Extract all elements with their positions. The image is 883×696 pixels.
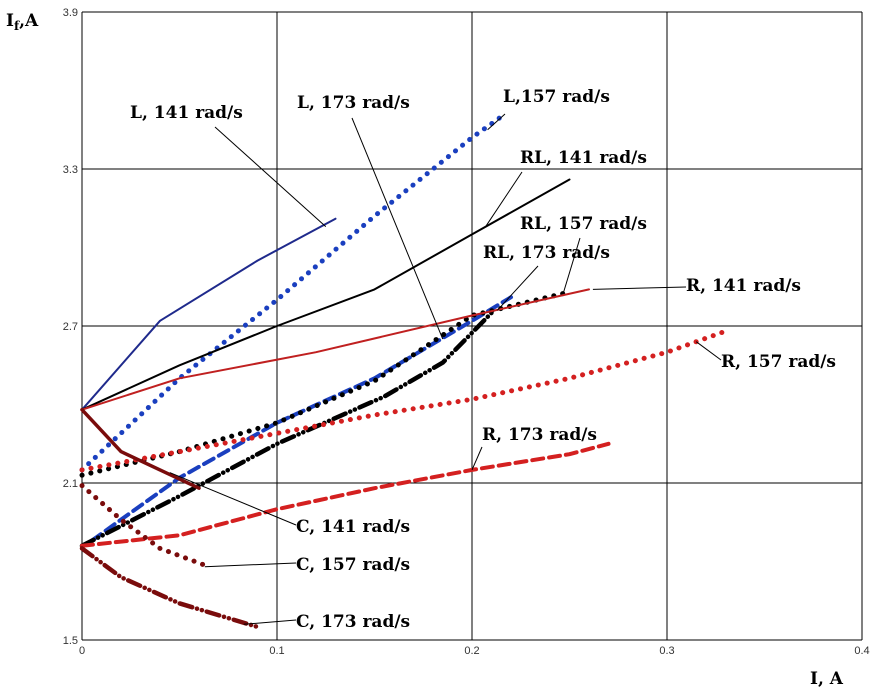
grid [81, 11, 863, 641]
series-line-3 [81, 178, 571, 411]
x-axis-title: I, A [810, 669, 844, 689]
leader-line [204, 562, 297, 568]
series-line-9 [80, 407, 201, 490]
series-annotation-label: C, 173 rad/s [296, 612, 410, 632]
leader-line [487, 113, 506, 131]
leader-line [695, 341, 722, 361]
series-line-10 [79, 483, 212, 570]
series-annotation-label: C, 157 rad/s [296, 555, 410, 575]
leader-line [169, 472, 297, 526]
series-annotation-label: R, 173 rad/s [482, 425, 597, 445]
series-annotation-label: R, 157 rad/s [721, 352, 836, 372]
leader-line [485, 171, 523, 227]
series-annotation-label: C, 141 rad/s [296, 517, 410, 537]
leader-line [351, 117, 444, 340]
series-annotation-label: L,157 rad/s [503, 87, 610, 107]
y-axis-title-main: I [6, 11, 14, 31]
x-tick-label: 0 [79, 645, 85, 657]
x-tick-label: 0.1 [269, 645, 284, 657]
leader-line [243, 619, 297, 625]
leader-line [592, 286, 687, 290]
series-line-5 [79, 310, 494, 549]
y-axis-title: If,A [6, 11, 39, 33]
y-tick-label: 3.3 [63, 164, 78, 176]
y-tick-label: 1.5 [63, 635, 78, 647]
series-annotation-label: RL, 157 rad/s [520, 214, 647, 234]
tick-labels: 0 0.1 0.2 0.3 0.4 1.5 2.1 2.7 3.3 3.9 [63, 7, 870, 657]
leader-line [471, 446, 483, 471]
y-axis-title-rest: ,A [19, 11, 39, 31]
series-annotation-label: RL, 173 rad/s [483, 243, 610, 263]
series-line-8 [80, 441, 611, 548]
y-axis-title-sub: f [14, 19, 20, 33]
x-tick-label: 0.3 [659, 645, 674, 657]
series-layer [79, 114, 728, 630]
leader-lines [169, 113, 722, 625]
series-annotation-label: R, 141 rad/s [686, 276, 801, 296]
leader-line [214, 126, 327, 227]
series-line-4 [79, 289, 572, 478]
x-tick-label: 0.2 [464, 645, 479, 657]
y-tick-label: 2.7 [63, 321, 78, 333]
y-tick-label: 3.9 [63, 7, 78, 19]
leader-line [563, 237, 581, 293]
series-line-11 [79, 546, 260, 630]
series-annotation-label: RL, 141 rad/s [520, 148, 647, 168]
annotation-labels: L, 141 rad/s L,157 rad/s L, 173 rad/s RL, 1… [130, 87, 836, 632]
series-annotation-label: L, 173 rad/s [297, 93, 410, 113]
series-line-0 [81, 217, 337, 411]
y-tick-label: 2.1 [63, 478, 78, 490]
series-line-1 [79, 114, 504, 473]
series-line-6 [81, 288, 590, 411]
x-tick-label: 0.4 [854, 645, 869, 657]
leader-line [496, 265, 539, 311]
series-annotation-label: L, 141 rad/s [130, 103, 243, 123]
series-line-7 [79, 328, 728, 473]
